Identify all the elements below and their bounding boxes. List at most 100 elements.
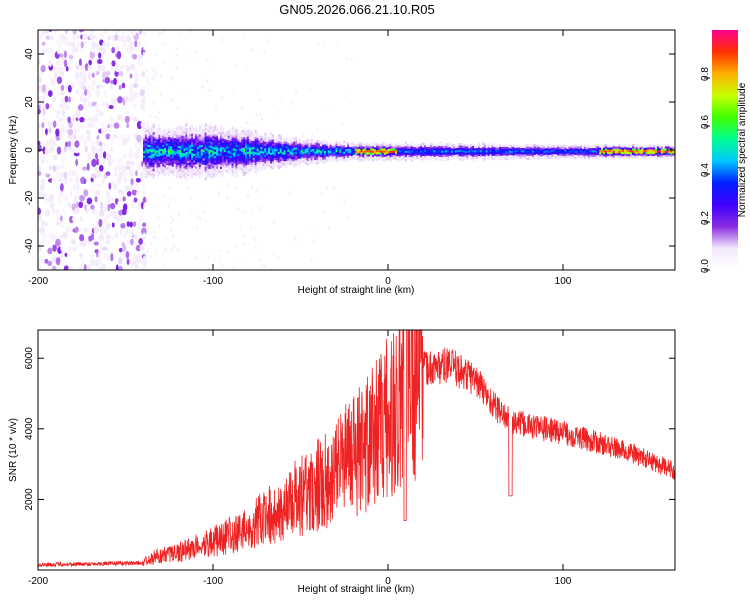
spectrogram-cell (651, 151, 654, 154)
spectrogram-cell (98, 250, 102, 258)
spectrogram-cell (246, 155, 250, 159)
spectrogram-cell (431, 157, 434, 161)
spectrogram-cell (241, 147, 244, 151)
spectrogram-cell (200, 166, 203, 169)
spectrogram-cell (491, 142, 494, 146)
x-tick-label: 0 (385, 276, 391, 287)
spectrogram-cell (204, 166, 207, 170)
spectrogram-cell (256, 141, 259, 145)
spectrogram-cell (485, 149, 488, 153)
spectrogram-cell (177, 138, 180, 142)
spectrogram-cell (221, 148, 225, 152)
spectrogram-cell (189, 138, 192, 141)
spectrogram-cell (366, 156, 369, 159)
spectrogram-cell (603, 147, 606, 150)
spectrogram-cell (169, 162, 173, 166)
spectrogram-cell (354, 150, 357, 153)
spectrogram-cell (82, 85, 87, 90)
spectrogram-cell (612, 154, 615, 158)
spectrogram-cell (38, 34, 42, 42)
spectrogram-cell (146, 144, 150, 147)
spectrogram-cell (135, 92, 142, 98)
spectrogram-cell (210, 154, 213, 157)
spectrogram-cell (547, 154, 550, 158)
spectrogram-cell (64, 178, 68, 185)
spectrogram-cell (568, 148, 571, 152)
spectrogram-cell (300, 141, 304, 144)
spectrogram-cell (250, 149, 253, 152)
spectrogram-cell (158, 173, 161, 176)
spectrogram-cell (175, 168, 178, 172)
spectrogram-cell (175, 146, 178, 150)
spectrogram-cell (508, 145, 511, 149)
spectrogram-cell (270, 147, 273, 151)
spectrogram-cell (512, 152, 515, 156)
spectrogram-cell (217, 255, 220, 259)
spectrogram-cell (624, 153, 627, 156)
spectrogram-cell (322, 161, 325, 165)
spectrogram-cell (208, 151, 211, 154)
spectrogram-cell (468, 147, 471, 151)
spectrogram-cell (84, 145, 88, 153)
spectrogram-cell (183, 174, 186, 178)
spectrogram-cell (143, 265, 146, 269)
spectrogram-cell (420, 158, 423, 162)
spectrogram-cell (187, 153, 190, 157)
spectrogram-cell (220, 125, 223, 128)
spectrogram-cell (354, 154, 357, 158)
spectrogram-cell (322, 152, 325, 156)
spectrogram-cell (231, 148, 234, 151)
spectrogram-cell (68, 66, 73, 71)
spectrogram-cell (179, 128, 182, 132)
spectrogram-cell (154, 137, 157, 141)
spectrogram-cell (262, 153, 265, 156)
spectrogram-cell (310, 160, 313, 163)
spectrogram-cell (618, 143, 621, 147)
spectrogram-cell (447, 142, 450, 146)
spectrogram-cell (508, 152, 511, 155)
spectrogram-cell (234, 186, 237, 190)
spectrogram-cell (266, 135, 269, 138)
spectrogram-cell (287, 153, 290, 157)
spectrogram-cell (189, 196, 192, 200)
spectrogram-cell (585, 148, 588, 152)
spectrogram-cell (435, 148, 438, 152)
spectrogram-cell (454, 154, 458, 157)
spectrogram-cell (189, 129, 192, 133)
spectrogram-cell (179, 126, 182, 129)
spectrogram-cell (196, 129, 200, 133)
spectrogram-cell (143, 144, 146, 147)
spectrogram-cell (341, 147, 344, 150)
spectrogram-cell (174, 174, 177, 178)
spectrogram-cell (389, 146, 392, 149)
spectrogram-cell (348, 146, 352, 150)
spectrogram-cell (466, 146, 469, 149)
spectrogram-cell (248, 145, 252, 148)
spectrogram-cell (229, 138, 232, 141)
spectrogram-cell (223, 132, 227, 135)
spectrogram-cell (372, 154, 375, 158)
spectrogram-cell (410, 141, 413, 145)
spectrogram-cell (514, 145, 517, 149)
spectrogram-cell (156, 167, 159, 170)
spectrogram-cell (574, 143, 577, 147)
spectrogram-cell (387, 148, 390, 152)
spectrogram-cell (270, 132, 273, 136)
spectrogram-cell (537, 144, 540, 147)
spectrogram-cell (175, 162, 178, 165)
spectrogram-cell (227, 146, 230, 149)
spectrogram-cell (237, 164, 240, 168)
spectrogram-cell (185, 155, 188, 159)
spectrogram-cell (348, 155, 352, 158)
spectrogram-cell (483, 155, 486, 159)
spectrogram-cell (227, 144, 230, 147)
spectrogram-cell (643, 156, 646, 159)
spectrogram-cell (160, 157, 163, 160)
spectrogram-cell (206, 79, 209, 83)
spectrogram-cell (171, 136, 175, 139)
spectrogram-cell (522, 145, 525, 149)
spectrogram-cell (449, 157, 452, 161)
spectrogram-cell (397, 153, 400, 157)
spectrogram-cell (520, 151, 523, 155)
spectrogram-cell (612, 156, 615, 160)
